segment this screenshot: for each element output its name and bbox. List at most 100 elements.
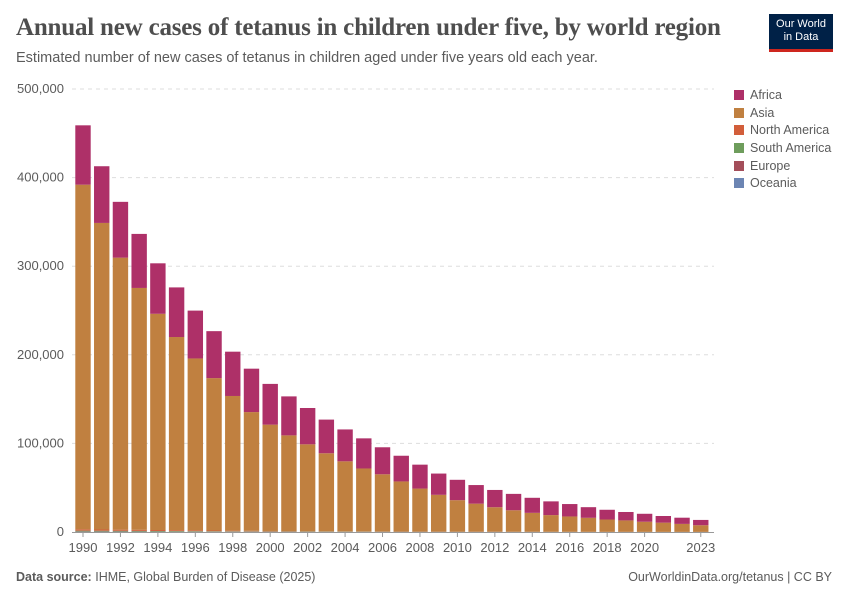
- legend-item[interactable]: South America: [734, 139, 831, 157]
- bar-segment-asia[interactable]: [430, 494, 447, 532]
- bar-segment-north-america[interactable]: [112, 529, 129, 531]
- bar-segment-asia[interactable]: [505, 510, 522, 532]
- bar-segment-africa[interactable]: [655, 516, 672, 523]
- bar-segment-asia[interactable]: [562, 516, 578, 532]
- bar-segment-africa[interactable]: [618, 511, 634, 521]
- bar-segment-south-america[interactable]: [94, 530, 110, 532]
- bar-segment-north-america[interactable]: [150, 529, 166, 531]
- legend-item[interactable]: Europe: [734, 157, 831, 175]
- bar-segment-africa[interactable]: [693, 519, 709, 526]
- bar-segment-asia[interactable]: [168, 337, 185, 531]
- x-tick-label: 2000: [256, 540, 285, 555]
- bar-segment-africa[interactable]: [337, 429, 353, 462]
- bar-segment-africa[interactable]: [674, 517, 690, 524]
- bar-segment-asia[interactable]: [356, 468, 372, 532]
- bar-segment-africa[interactable]: [505, 493, 522, 511]
- bar-segment-africa[interactable]: [562, 504, 578, 517]
- bar-segment-africa[interactable]: [299, 407, 316, 445]
- bar-segment-africa[interactable]: [543, 501, 559, 516]
- bar-segment-africa[interactable]: [150, 263, 166, 314]
- bar-segment-africa[interactable]: [636, 513, 653, 522]
- bar-segment-africa[interactable]: [168, 287, 185, 338]
- bar-segment-africa[interactable]: [393, 455, 409, 482]
- bar-segment-asia[interactable]: [468, 503, 484, 532]
- y-tick-label: 100,000: [17, 435, 64, 450]
- bar-segment-asia[interactable]: [487, 507, 503, 532]
- legend-item[interactable]: Africa: [734, 86, 831, 104]
- bar-segment-asia[interactable]: [524, 512, 540, 532]
- bar-segment-africa[interactable]: [112, 201, 129, 258]
- bar-segment-asia[interactable]: [318, 453, 335, 532]
- bar-segment-asia[interactable]: [393, 481, 409, 532]
- bar-segment-africa[interactable]: [468, 485, 484, 504]
- bar-segment-asia[interactable]: [94, 222, 110, 530]
- bar-segment-asia[interactable]: [187, 358, 204, 531]
- legend-item[interactable]: Asia: [734, 104, 831, 122]
- bar-segment-south-america[interactable]: [112, 530, 129, 532]
- bar-segment-north-america[interactable]: [75, 529, 91, 531]
- bar-segment-asia[interactable]: [337, 461, 353, 532]
- bar-segment-africa[interactable]: [262, 383, 278, 425]
- bar-segment-north-america[interactable]: [187, 530, 204, 532]
- bar-segment-south-america[interactable]: [150, 530, 166, 532]
- legend-swatch: [734, 107, 744, 118]
- bar-segment-south-america[interactable]: [75, 530, 91, 532]
- source-label: Data source:: [16, 570, 92, 584]
- bar-segment-asia[interactable]: [281, 435, 297, 532]
- bar-segment-north-america[interactable]: [94, 529, 110, 531]
- bar-segment-africa[interactable]: [225, 351, 241, 396]
- bar-segment-asia[interactable]: [636, 521, 653, 532]
- bar-segment-africa[interactable]: [318, 419, 335, 454]
- bar-segment-asia[interactable]: [412, 488, 428, 532]
- bar-segment-africa[interactable]: [94, 166, 110, 223]
- bar-segment-south-america[interactable]: [187, 531, 204, 532]
- bar-segment-south-america[interactable]: [168, 531, 185, 532]
- bar-segment-africa[interactable]: [243, 368, 260, 413]
- bar-segment-south-america[interactable]: [131, 530, 147, 532]
- bar-segment-north-america[interactable]: [206, 530, 222, 532]
- legend-item[interactable]: Oceania: [734, 174, 831, 192]
- bar-segment-africa[interactable]: [374, 447, 391, 475]
- bar-segment-africa[interactable]: [356, 438, 372, 469]
- bar-segment-asia[interactable]: [449, 500, 466, 532]
- legend-item[interactable]: North America: [734, 121, 831, 139]
- source-text[interactable]: IHME, Global Burden of Disease (2025): [95, 570, 316, 584]
- bar-segment-asia[interactable]: [299, 444, 316, 532]
- bar-segment-asia[interactable]: [206, 378, 222, 531]
- bar-segment-asia[interactable]: [243, 412, 260, 531]
- bar-segment-africa[interactable]: [580, 507, 597, 518]
- bar-segment-asia[interactable]: [543, 515, 559, 532]
- bar-segment-africa[interactable]: [599, 509, 615, 520]
- bar-segment-africa[interactable]: [187, 310, 204, 359]
- bar-segment-asia[interactable]: [75, 184, 91, 530]
- bar-segment-asia[interactable]: [693, 525, 709, 532]
- bar-segment-asia[interactable]: [150, 313, 166, 530]
- bar-segment-asia[interactable]: [112, 257, 129, 530]
- bar-segment-africa[interactable]: [281, 396, 297, 436]
- bar-segment-north-america[interactable]: [168, 530, 185, 532]
- bar-segment-africa[interactable]: [131, 233, 147, 288]
- bar-segment-asia[interactable]: [618, 520, 634, 532]
- x-tick-label: 2004: [331, 540, 360, 555]
- bar-segment-africa[interactable]: [75, 125, 91, 185]
- bar-segment-north-america[interactable]: [131, 529, 147, 531]
- bar-segment-asia[interactable]: [655, 522, 672, 532]
- bar-segment-africa[interactable]: [430, 473, 447, 495]
- bar-segment-africa[interactable]: [524, 497, 540, 513]
- bar-segment-africa[interactable]: [487, 489, 503, 508]
- bar-segment-africa[interactable]: [449, 479, 466, 501]
- footer-link[interactable]: OurWorldinData.org/tetanus | CC BY: [628, 570, 832, 584]
- x-tick-label: 2018: [593, 540, 622, 555]
- bar-segment-asia[interactable]: [674, 523, 690, 532]
- bar-segment-asia[interactable]: [131, 287, 147, 530]
- bar-segment-africa[interactable]: [206, 331, 222, 379]
- bar-segment-north-america[interactable]: [243, 530, 260, 532]
- owid-logo[interactable]: Our World in Data: [769, 14, 833, 52]
- bar-segment-asia[interactable]: [225, 395, 241, 531]
- bar-segment-asia[interactable]: [374, 474, 391, 532]
- bar-segment-asia[interactable]: [599, 519, 615, 532]
- bar-segment-asia[interactable]: [262, 424, 278, 531]
- bar-segment-north-america[interactable]: [225, 530, 241, 532]
- bar-segment-africa[interactable]: [412, 464, 428, 489]
- bar-segment-asia[interactable]: [580, 517, 597, 532]
